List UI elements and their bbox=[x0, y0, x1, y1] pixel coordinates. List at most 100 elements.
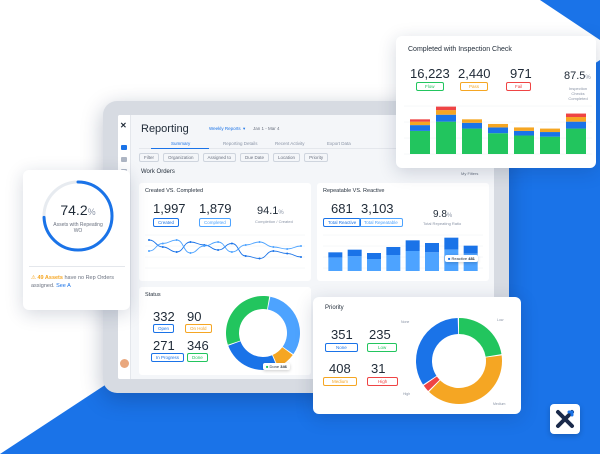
tab-export-data[interactable]: Export Data bbox=[327, 141, 351, 146]
done-badge: Done bbox=[187, 353, 208, 362]
ring-progress bbox=[42, 180, 114, 252]
avg-value: 74.2% bbox=[60, 202, 96, 218]
stack-segment bbox=[410, 125, 430, 131]
line-chart bbox=[145, 234, 305, 269]
repeatable-badge: Total Repeatable bbox=[359, 218, 403, 227]
created-value: 1,997 bbox=[153, 201, 186, 216]
filter-bar: Filter Organization Assigned to Due Date… bbox=[139, 153, 329, 162]
data-point bbox=[244, 255, 247, 257]
warning-message: ⚠ 49 Assets have no Rep Orders assigned.… bbox=[31, 275, 115, 289]
my-filters-link[interactable]: My Filters bbox=[461, 171, 479, 176]
fail-badge: Fail bbox=[506, 82, 532, 91]
stack-segment bbox=[436, 106, 456, 111]
bar bbox=[425, 252, 439, 271]
chevron-down-icon[interactable]: ▾ bbox=[243, 126, 246, 131]
reports-icon[interactable] bbox=[121, 157, 127, 162]
filter-button[interactable]: Filter bbox=[139, 153, 159, 162]
low-value: 235 bbox=[369, 327, 391, 342]
open-value: 332 bbox=[153, 309, 175, 324]
completion-rate-label: Completion / Created bbox=[255, 219, 293, 224]
medium-value: 408 bbox=[329, 361, 351, 376]
card-title: Completed with Inspection Check bbox=[408, 46, 512, 53]
donut-slice bbox=[416, 318, 459, 385]
series-line bbox=[148, 239, 302, 259]
total-badge: Flow bbox=[416, 82, 444, 91]
stack-segment bbox=[566, 117, 586, 122]
bar-top bbox=[386, 247, 401, 255]
filter-priority[interactable]: Priority bbox=[304, 153, 329, 162]
main-content: Reporting Weekly Reports ▾ Jan 1 - Mar 4… bbox=[131, 115, 494, 379]
repeatable-vs-reactive-panel: Repeatable VS. Reactive 681 Total Reacti… bbox=[317, 183, 489, 281]
divider bbox=[29, 266, 125, 267]
tab-recent-activity[interactable]: Recent Activity bbox=[275, 141, 305, 146]
reactive-bar-chart bbox=[323, 234, 483, 271]
app-logo-icon: ✕ bbox=[120, 121, 127, 130]
donut-slice bbox=[267, 296, 300, 355]
donut-slice bbox=[228, 341, 278, 370]
stack-segment bbox=[514, 130, 534, 136]
data-point bbox=[217, 249, 220, 251]
stack-segment bbox=[488, 133, 508, 154]
avatar[interactable] bbox=[120, 359, 129, 368]
inspection-rate: 87.5% bbox=[564, 70, 591, 82]
see-assets-link[interactable]: See A bbox=[56, 283, 71, 289]
bar-top bbox=[347, 249, 362, 257]
data-point bbox=[230, 251, 233, 253]
assets-repeating-card: 74.2% Assets with Repeating WO ⚠ 49 Asse… bbox=[23, 170, 130, 310]
brand-logo-icon bbox=[556, 410, 574, 428]
data-point bbox=[203, 245, 206, 247]
card-title: Priority bbox=[325, 305, 344, 311]
tab-summary[interactable]: Summary bbox=[171, 141, 191, 146]
data-point bbox=[161, 246, 164, 248]
warning-icon: ⚠ bbox=[31, 275, 36, 281]
data-point bbox=[148, 250, 150, 252]
donut-slice bbox=[226, 296, 270, 345]
stack-segment bbox=[540, 132, 560, 137]
stack-segment bbox=[410, 130, 430, 154]
donut-slice bbox=[272, 347, 293, 367]
bar bbox=[328, 257, 343, 271]
donut-label: Low bbox=[497, 318, 504, 322]
tab-reporting-details[interactable]: Reporting Details bbox=[223, 141, 258, 146]
data-point bbox=[272, 246, 275, 248]
filter-due-date[interactable]: Due Date bbox=[240, 153, 270, 162]
stack-segment bbox=[540, 128, 560, 133]
avg-label: Assets with Repeating WO bbox=[53, 222, 103, 234]
filter-organization[interactable]: Organization bbox=[163, 153, 199, 162]
stack-segment bbox=[462, 122, 482, 129]
bar bbox=[367, 259, 381, 271]
low-badge: Low bbox=[367, 343, 398, 352]
bar bbox=[386, 255, 401, 271]
stack-segment bbox=[436, 110, 456, 115]
tab-bar: Summary Reporting Details Recent Activit… bbox=[139, 139, 489, 149]
bar-top bbox=[328, 252, 343, 258]
done-value: 346 bbox=[187, 338, 209, 353]
inspection-card: Completed with Inspection Check 16,223 F… bbox=[396, 36, 596, 168]
data-point bbox=[300, 245, 302, 247]
repeating-ratio: 9.8% bbox=[433, 209, 453, 220]
bar-top bbox=[425, 243, 439, 253]
none-badge: None bbox=[325, 343, 358, 352]
created-vs-completed-panel: Created VS. Completed 1,997 Created 1,87… bbox=[139, 183, 311, 281]
stack-segment bbox=[488, 127, 508, 134]
date-range[interactable]: Jan 1 - Mar 4 bbox=[253, 126, 280, 131]
donut-label: High bbox=[403, 392, 410, 396]
stack-segment bbox=[462, 119, 482, 123]
total-value: 16,223 bbox=[410, 66, 450, 81]
completed-value: 1,879 bbox=[199, 201, 232, 216]
dashboard-icon[interactable] bbox=[121, 145, 127, 150]
repeating-ratio-label: Total Repeating Ratio bbox=[423, 221, 462, 226]
data-point bbox=[258, 241, 261, 243]
data-point bbox=[148, 239, 150, 241]
filter-assigned-to[interactable]: Assigned to bbox=[202, 153, 237, 162]
data-point bbox=[258, 257, 261, 260]
donut-slice bbox=[429, 355, 502, 404]
stack-segment bbox=[566, 121, 586, 129]
none-value: 351 bbox=[331, 327, 353, 342]
filter-location[interactable]: Location bbox=[273, 153, 301, 162]
panel-title: Status bbox=[145, 292, 161, 298]
stack-segment bbox=[540, 136, 560, 154]
status-donut-chart bbox=[226, 296, 300, 370]
report-selector[interactable]: Weekly Reports bbox=[209, 126, 241, 131]
stack-segment bbox=[410, 119, 430, 122]
